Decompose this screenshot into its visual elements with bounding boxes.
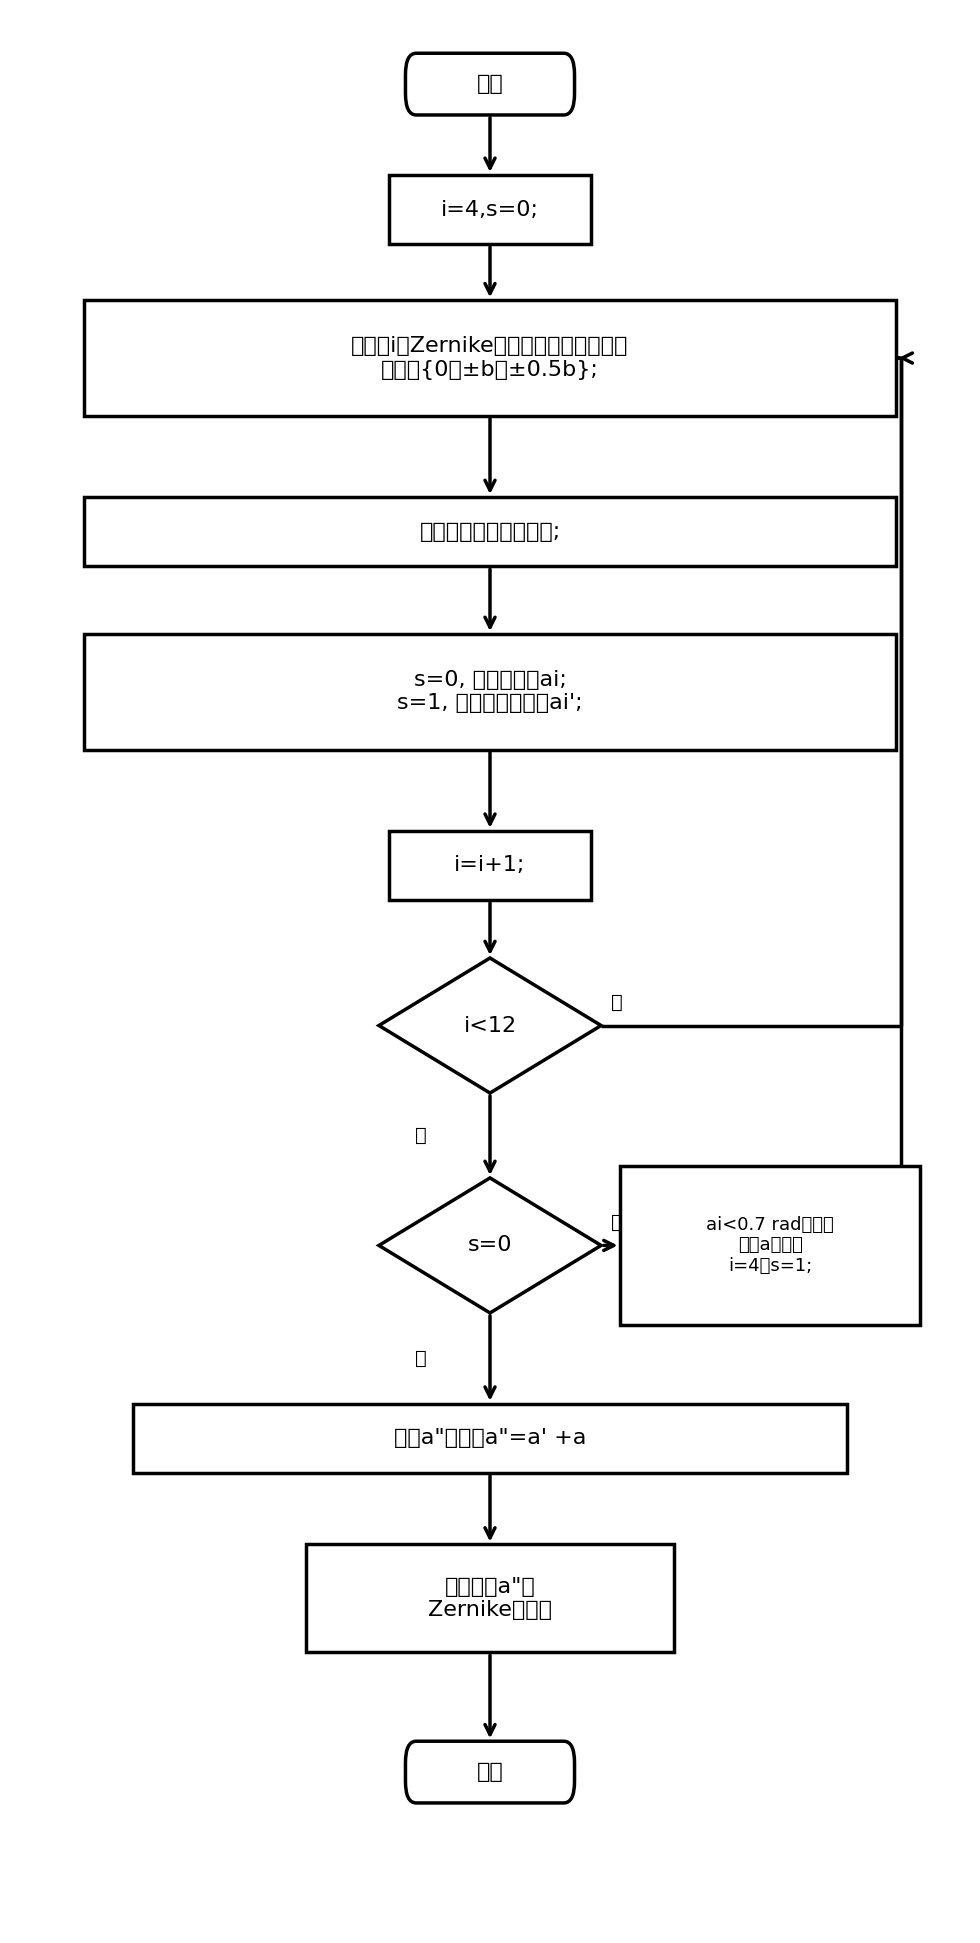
Bar — [620, 1166, 920, 1325]
Text: ai<0.7 rad项清零
系数a矫正，
i=4，s=1;: ai<0.7 rad项清零 系数a矫正， i=4，s=1; — [707, 1216, 834, 1275]
Text: 计算图像灰度方差函数;: 计算图像灰度方差函数; — [419, 521, 561, 542]
Text: 加载系数a"的
Zernike多项式: 加载系数a"的 Zernike多项式 — [428, 1578, 552, 1620]
Bar — [388, 175, 592, 245]
Text: i=4,s=0;: i=4,s=0; — [441, 200, 539, 220]
Text: 否: 否 — [416, 1127, 427, 1144]
Text: 是: 是 — [611, 993, 622, 1012]
Bar — [84, 299, 896, 416]
Bar — [132, 1403, 848, 1473]
Bar — [84, 633, 896, 750]
FancyBboxPatch shape — [406, 52, 574, 115]
Bar — [84, 497, 896, 567]
Polygon shape — [379, 1177, 601, 1313]
Text: 否: 否 — [416, 1348, 427, 1368]
Polygon shape — [379, 958, 601, 1094]
Text: 加载第i阶Zernike项偏置像差，每阶系数
分别为{0，±b，±0.5b};: 加载第i阶Zernike项偏置像差，每阶系数 分别为{0，±b，±0.5b}; — [351, 336, 629, 379]
FancyBboxPatch shape — [406, 1741, 574, 1803]
Text: 开始: 开始 — [476, 74, 504, 93]
Text: 得到a"，其中a"=a' +a: 得到a"，其中a"=a' +a — [394, 1428, 586, 1448]
Bar — [307, 1545, 673, 1652]
Text: i<12: i<12 — [464, 1016, 516, 1036]
Text: 结束: 结束 — [476, 1762, 504, 1782]
Bar — [388, 832, 592, 900]
Text: s=0: s=0 — [467, 1236, 513, 1255]
Text: 是: 是 — [611, 1212, 622, 1232]
Text: i=i+1;: i=i+1; — [455, 855, 525, 876]
Text: s=0, 质心法计算ai;
s=1, 二项式拟合计算ai';: s=0, 质心法计算ai; s=1, 二项式拟合计算ai'; — [397, 670, 583, 713]
